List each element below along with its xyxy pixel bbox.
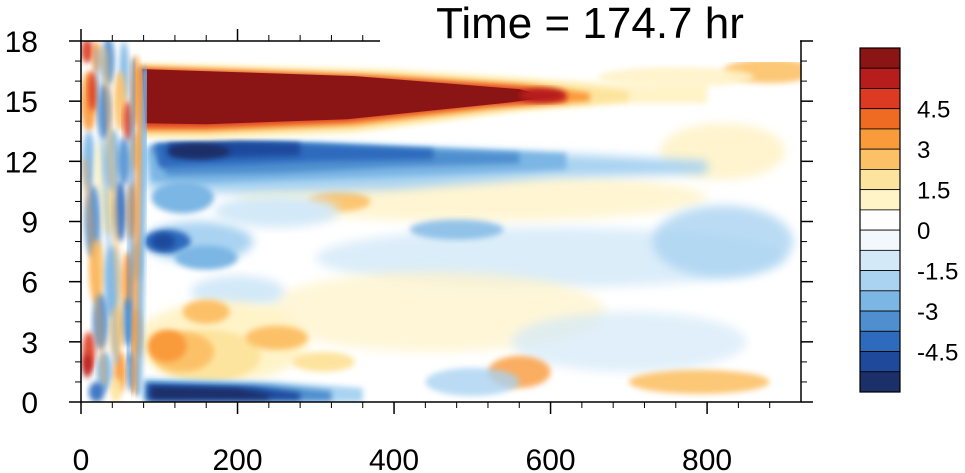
contour-region [117, 137, 131, 186]
y-tick-label: 15 [5, 86, 38, 119]
colorbar-swatch [859, 88, 901, 110]
contour-region [109, 377, 123, 402]
y-axis: 0 3 6 9 12 15 18 [5, 26, 813, 420]
colorbar-label: -1.5 [917, 259, 958, 286]
colorbar-swatch [859, 108, 901, 130]
contour-region [652, 205, 794, 278]
contour-band [142, 69, 551, 125]
contour-region [425, 367, 520, 396]
colorbar-swatch [859, 67, 901, 89]
colorbar-label: 3 [917, 137, 930, 164]
x-tick-label: 800 [682, 444, 732, 473]
colorbar-swatch [859, 371, 901, 393]
contour-region [147, 329, 187, 362]
colorbar-label: 0 [917, 218, 930, 245]
colorbar-swatch [859, 310, 901, 332]
colorbar-swatch [859, 148, 901, 170]
colorbar-swatch [859, 128, 901, 150]
contour-region [88, 71, 98, 112]
contour-region [190, 275, 285, 308]
contour-region [597, 67, 755, 88]
contour-region [409, 219, 504, 240]
colorbar-label: 4.5 [917, 97, 950, 124]
contour-region [151, 233, 175, 250]
contour-region [174, 245, 238, 270]
contour-region [82, 353, 92, 378]
contour-region [182, 299, 230, 324]
chart-title-text: Time = 174.7 hr [436, 0, 744, 48]
x-tick-label: 200 [212, 444, 262, 473]
contour-region [292, 351, 355, 372]
colorbar-label: -3 [917, 299, 938, 326]
contour-front [125, 58, 137, 365]
colorbar-label: -4.5 [917, 340, 958, 367]
colorbar-swatch [859, 47, 901, 69]
contour-region [628, 369, 770, 394]
y-tick-label: 18 [5, 26, 38, 59]
colorbar-swatch [859, 189, 901, 211]
contour-region [511, 311, 747, 372]
chart-title: Time = 174.7 hr [380, 0, 800, 62]
colorbar-swatch [859, 249, 901, 271]
y-tick-label: 12 [5, 146, 38, 179]
contour-front [101, 48, 125, 345]
contour-region [151, 181, 215, 214]
x-tick-label: 400 [369, 444, 419, 473]
y-tick-label: 0 [21, 387, 38, 420]
contour-region [88, 381, 105, 402]
colorbar-swatch [859, 351, 901, 373]
title-background [380, 0, 800, 62]
colorbar-swatch [859, 270, 901, 292]
x-tick-label: 600 [526, 444, 576, 473]
colorbar-label: 1.5 [917, 178, 950, 205]
colorbar-swatch [859, 229, 901, 251]
contour-region [167, 143, 230, 160]
colorbar-swatch [859, 209, 901, 231]
y-tick-label: 9 [21, 207, 38, 240]
colorbar-swatch [859, 330, 901, 352]
contour-region [214, 195, 340, 228]
contour-region [245, 325, 308, 350]
contour-region [81, 41, 94, 64]
contour-region [113, 71, 127, 132]
y-tick-label: 6 [21, 267, 38, 300]
x-tick-label: 0 [73, 444, 90, 473]
contour-region [519, 88, 567, 103]
contour-front [82, 158, 107, 385]
contour-front [129, 68, 144, 395]
colorbar-swatch [859, 169, 901, 191]
y-tick-label: 3 [21, 327, 38, 360]
colorbar: 4.5 3 1.5 0 -1.5 -3 -4.5 [859, 47, 958, 393]
contour-field [81, 41, 801, 402]
plot-area [81, 41, 801, 402]
contour-front [94, 48, 119, 365]
colorbar-swatch [859, 290, 901, 312]
contour-band [151, 387, 269, 399]
contour-front [133, 67, 150, 396]
colorbar-frame [859, 47, 901, 393]
